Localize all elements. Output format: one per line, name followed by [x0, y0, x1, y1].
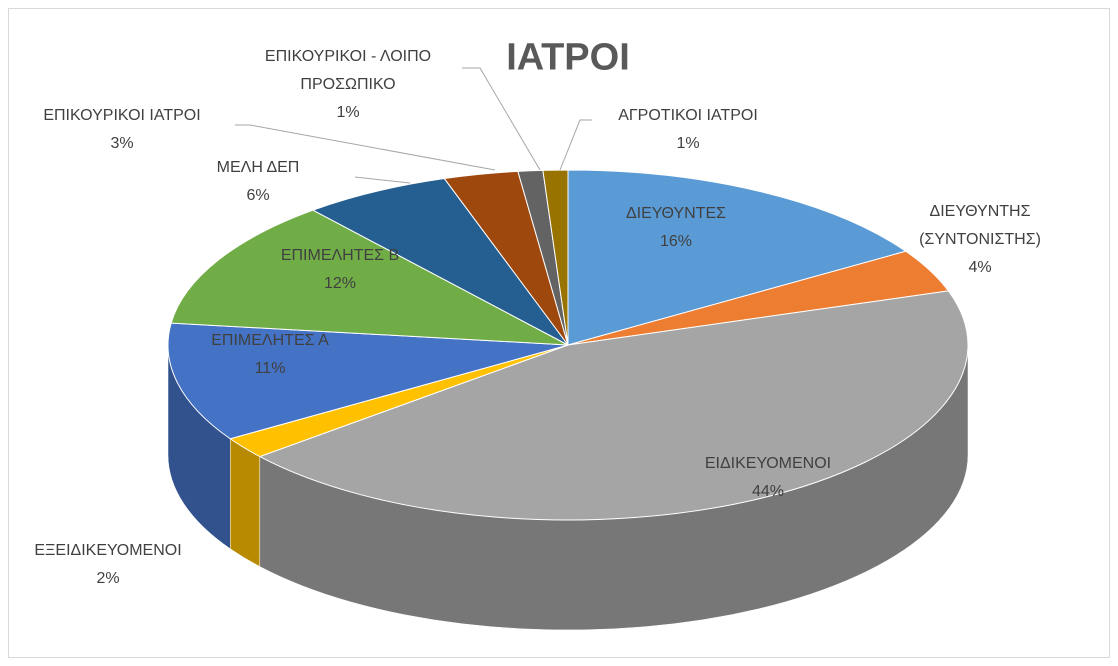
percent-label: 4%	[968, 259, 992, 276]
percent-label: 1%	[676, 135, 700, 152]
percent-label: 6%	[246, 187, 270, 204]
category-label: ΑΓΡΟΤΙΚΟΙ ΙΑΤΡΟΙ	[618, 107, 758, 124]
category-label: ΔΙΕΥΘΥΝΤΗΣ (ΣΥΝΤΟΝΙΣΤΗΣ)	[919, 203, 1041, 248]
leader-line	[462, 67, 541, 171]
pie-tops	[167, 169, 969, 521]
data-label: ΕΠΙΚΟΥΡΙΚΟΙ - ΛΟΙΠΟ ΠΡΟΣΩΠΙΚΟ 1%	[248, 43, 448, 127]
category-label: ΜΕΛΗ ΔΕΠ	[216, 159, 300, 176]
category-label: ΕΠΙΜΕΛΗΤΕΣ Β	[280, 247, 400, 264]
percent-label: 1%	[336, 104, 360, 121]
pie-side	[230, 438, 261, 567]
data-label: ΕΠΙΜΕΛΗΤΕΣ Β 12%	[240, 242, 440, 298]
category-label: ΕΞΕΙΔΙΚΕΥΟΜΕΝΟΙ	[34, 542, 182, 559]
leader-line	[235, 124, 496, 171]
leader-lines	[235, 67, 592, 184]
pie-slice	[311, 178, 569, 346]
percent-label: 12%	[323, 275, 357, 292]
data-label: ΔΙΕΥΘΥΝΤΗΣ (ΣΥΝΤΟΝΙΣΤΗΣ) 4%	[905, 198, 1055, 282]
percent-label: 16%	[659, 233, 693, 250]
chart-title: ΙΑΤΡΟΙ	[506, 36, 630, 79]
category-label: ΕΠΙΜΕΛΗΤΕΣ Α	[211, 332, 329, 349]
pie-slice	[258, 290, 969, 521]
data-label: ΔΙΕΥΘΥΝΤΕΣ 16%	[576, 200, 776, 256]
percent-label: 2%	[96, 570, 120, 587]
percent-label: 11%	[254, 360, 286, 377]
category-label: ΕΠΙΚΟΥΡΙΚΟΙ ΙΑΤΡΟΙ	[43, 107, 201, 124]
pie-slice	[567, 169, 907, 346]
pie-slice	[170, 209, 569, 346]
data-label: ΕΙΔΙΚΕΥΟΜΕΝΟΙ 44%	[668, 450, 868, 506]
pie-slice	[542, 169, 569, 346]
category-label: ΔΙΕΥΘΥΝΤΕΣ	[625, 205, 727, 222]
leader-line	[354, 176, 411, 184]
data-label: ΜΕΛΗ ΔΕΠ 6%	[183, 154, 333, 210]
leader-line	[559, 119, 592, 171]
percent-label: 3%	[110, 135, 134, 152]
pie-slice	[167, 322, 569, 440]
data-label: ΕΞΕΙΔΙΚΕΥΟΜΕΝΟΙ 2%	[0, 537, 218, 593]
data-label: ΑΓΡΟΤΙΚΟΙ ΙΑΤΡΟΙ 1%	[578, 102, 798, 158]
percent-label: 44%	[751, 483, 785, 500]
data-label: ΕΠΙΜΕΛΗΤΕΣ Α 11%	[170, 327, 370, 383]
category-label: ΕΠΙΚΟΥΡΙΚΟΙ - ΛΟΙΠΟ ΠΡΟΣΩΠΙΚΟ	[264, 48, 432, 93]
category-label: ΕΙΔΙΚΕΥΟΜΕΝΟΙ	[704, 455, 832, 472]
data-label: ΕΠΙΚΟΥΡΙΚΟΙ ΙΑΤΡΟΙ 3%	[2, 102, 242, 158]
